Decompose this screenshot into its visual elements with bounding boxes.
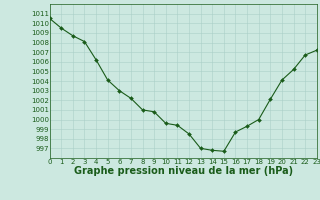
X-axis label: Graphe pression niveau de la mer (hPa): Graphe pression niveau de la mer (hPa)	[74, 166, 293, 176]
